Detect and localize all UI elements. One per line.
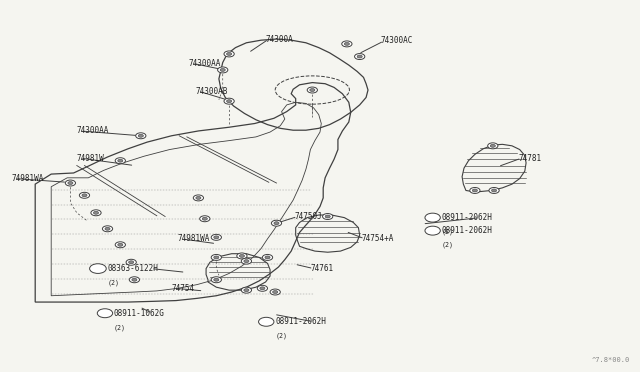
Text: 74300AA: 74300AA	[189, 59, 221, 68]
Circle shape	[355, 54, 365, 60]
Circle shape	[241, 258, 252, 264]
Circle shape	[325, 215, 330, 218]
Text: 74981WA: 74981WA	[12, 174, 44, 183]
Circle shape	[214, 256, 219, 259]
Circle shape	[211, 234, 221, 240]
Circle shape	[82, 194, 87, 197]
Text: 08911-2062H: 08911-2062H	[275, 317, 326, 326]
Text: 08911-1062G: 08911-1062G	[114, 309, 164, 318]
Text: 74754: 74754	[172, 284, 195, 293]
Circle shape	[274, 222, 279, 225]
Circle shape	[307, 87, 317, 93]
Circle shape	[262, 254, 273, 260]
Circle shape	[97, 309, 113, 318]
Text: 74761: 74761	[310, 264, 333, 273]
Circle shape	[218, 67, 228, 73]
Text: (2): (2)	[114, 324, 126, 331]
Circle shape	[136, 133, 146, 139]
Circle shape	[227, 52, 232, 55]
Circle shape	[227, 100, 232, 103]
Circle shape	[79, 192, 90, 198]
Text: 74781: 74781	[518, 154, 541, 163]
Circle shape	[265, 256, 270, 259]
Circle shape	[126, 259, 136, 265]
Circle shape	[342, 41, 352, 47]
Circle shape	[115, 242, 125, 248]
Text: S: S	[96, 266, 100, 271]
Text: 74300A: 74300A	[266, 35, 293, 44]
Text: N: N	[103, 311, 107, 316]
Circle shape	[214, 236, 219, 239]
Circle shape	[270, 289, 280, 295]
Circle shape	[257, 285, 268, 291]
Circle shape	[224, 98, 234, 104]
Circle shape	[132, 278, 137, 281]
Text: N: N	[431, 215, 435, 220]
Text: 08363-6122H: 08363-6122H	[108, 264, 158, 273]
Circle shape	[211, 277, 221, 283]
Circle shape	[90, 264, 106, 273]
Circle shape	[115, 158, 125, 164]
Circle shape	[91, 210, 101, 216]
Circle shape	[260, 287, 265, 290]
Circle shape	[357, 55, 362, 58]
Circle shape	[492, 189, 497, 192]
Circle shape	[224, 51, 234, 57]
Circle shape	[490, 144, 495, 147]
Text: 08911-2062H: 08911-2062H	[442, 226, 492, 235]
Text: N: N	[264, 319, 268, 324]
Circle shape	[472, 189, 477, 192]
Circle shape	[323, 214, 333, 219]
Circle shape	[93, 211, 99, 214]
Text: 74981W: 74981W	[77, 154, 104, 163]
Text: 74981WA: 74981WA	[178, 234, 211, 243]
Text: 74754+A: 74754+A	[362, 234, 394, 243]
Circle shape	[273, 291, 278, 294]
Text: ^7.8*00.0: ^7.8*00.0	[592, 357, 630, 363]
Circle shape	[244, 260, 249, 263]
Circle shape	[129, 277, 140, 283]
Circle shape	[425, 213, 440, 222]
Circle shape	[489, 187, 499, 193]
Circle shape	[200, 216, 210, 222]
Circle shape	[244, 289, 249, 292]
Circle shape	[488, 143, 498, 149]
Circle shape	[259, 317, 274, 326]
Circle shape	[425, 226, 440, 235]
Text: 08911-2062H: 08911-2062H	[442, 213, 492, 222]
Text: (2): (2)	[275, 333, 287, 339]
Circle shape	[65, 180, 76, 186]
Circle shape	[220, 68, 225, 71]
Circle shape	[211, 254, 221, 260]
Circle shape	[105, 227, 110, 230]
Text: 74300AC: 74300AC	[381, 36, 413, 45]
Text: (2): (2)	[442, 228, 454, 235]
Circle shape	[129, 261, 134, 264]
Text: 74300AB: 74300AB	[195, 87, 228, 96]
Circle shape	[196, 196, 201, 199]
Circle shape	[237, 253, 247, 259]
Circle shape	[102, 226, 113, 232]
Text: 74300AA: 74300AA	[77, 126, 109, 135]
Circle shape	[470, 187, 480, 193]
Circle shape	[68, 182, 73, 185]
Circle shape	[239, 254, 244, 257]
Circle shape	[202, 217, 207, 220]
Circle shape	[344, 42, 349, 45]
Circle shape	[118, 159, 123, 162]
Circle shape	[193, 195, 204, 201]
Text: (2): (2)	[108, 279, 120, 286]
Text: (2): (2)	[442, 241, 454, 248]
Text: N: N	[431, 228, 435, 233]
Text: 74750J: 74750J	[294, 212, 322, 221]
Circle shape	[118, 243, 123, 246]
Circle shape	[241, 287, 252, 293]
Circle shape	[310, 89, 315, 92]
Circle shape	[138, 134, 143, 137]
Circle shape	[271, 220, 282, 226]
Circle shape	[214, 278, 219, 281]
